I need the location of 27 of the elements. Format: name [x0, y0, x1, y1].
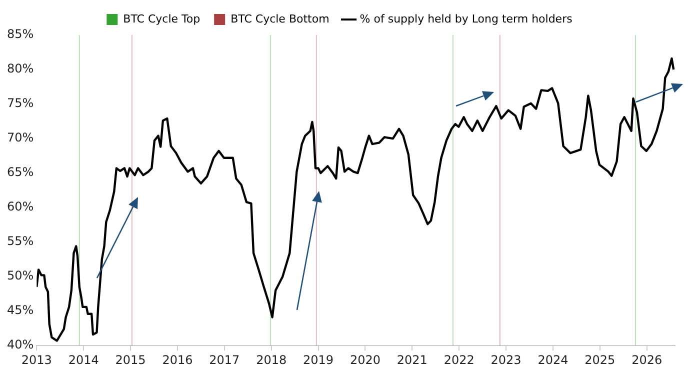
- x-tick-label: 2017: [209, 352, 240, 367]
- y-tick-label: 60%: [7, 200, 34, 214]
- x-tick-label: 2015: [115, 352, 146, 367]
- y-tick-label: 70%: [7, 130, 34, 145]
- x-tick-label: 2018: [256, 352, 287, 367]
- x-tick-label: 2016: [162, 352, 193, 367]
- x-tick-label: 2025: [584, 352, 616, 367]
- y-tick-label: 55%: [7, 234, 34, 248]
- x-tick-label: 2021: [396, 352, 428, 367]
- x-tick-label: 2019: [303, 352, 334, 367]
- legend-label: BTC Cycle Bottom: [230, 12, 330, 26]
- y-tick-label: 75%: [7, 96, 34, 110]
- x-tick-label: 2014: [68, 352, 99, 367]
- legend-label: BTC Cycle Top: [123, 12, 200, 26]
- x-tick-label: 2022: [444, 352, 474, 367]
- y-tick-label: 80%: [7, 62, 34, 76]
- y-tick-label: 40%: [7, 338, 34, 352]
- y-tick-label: 50%: [7, 268, 34, 283]
- y-tick-label: 45%: [7, 303, 34, 318]
- x-tick-label: 2023: [490, 352, 522, 367]
- y-tick-label: 85%: [7, 27, 34, 42]
- x-tick-label: 2024: [538, 352, 568, 367]
- x-tick-label: 2020: [350, 352, 380, 367]
- legend-label: % of supply held by Long term holders: [360, 12, 573, 26]
- y-tick-label: 65%: [7, 165, 34, 180]
- x-tick-label: 2026: [632, 352, 662, 367]
- x-tick-label: 2013: [21, 352, 52, 367]
